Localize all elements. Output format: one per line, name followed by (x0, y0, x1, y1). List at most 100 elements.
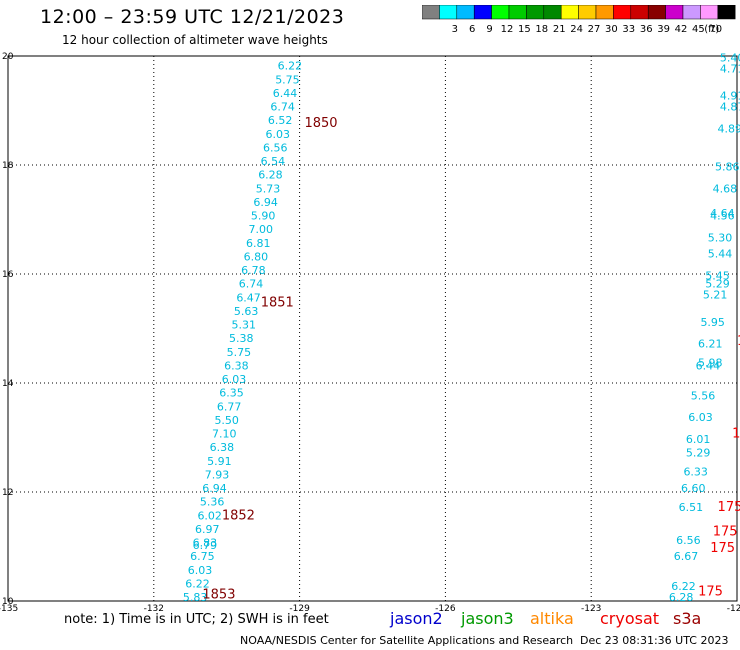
swh-value: 6.44 (273, 87, 298, 100)
swh-value: 5.31 (231, 319, 256, 332)
time-label: 1850 (304, 116, 337, 131)
swh-value: 6.74 (270, 101, 295, 114)
swh-value: 5.73 (256, 182, 281, 195)
swh-value: 5.63 (234, 305, 259, 318)
legend-unit: (ft) (704, 24, 719, 35)
swh-value: 5.75 (275, 73, 300, 86)
lon-tick-label: -129 (289, 604, 310, 614)
swh-value: 6.28 (258, 169, 283, 182)
swh-value: 4.71 (720, 62, 740, 75)
legend-label: 39 (657, 24, 670, 35)
legend-label: 30 (605, 24, 618, 35)
swh-value: 6.78 (241, 264, 266, 277)
swh-value: 6.03 (265, 128, 290, 141)
swh-value: 6.38 (210, 441, 235, 454)
swh-value: 6.28 (669, 591, 694, 604)
swh-value: 7.93 (205, 468, 230, 481)
time-label: 1851 (261, 296, 294, 311)
swh-value: 6.21 (698, 338, 723, 351)
lat-tick-label: 10 (2, 597, 14, 607)
swh-value: 6.79 (193, 539, 218, 552)
cryosat-time-label: 17 (732, 427, 740, 442)
swh-value: 5.30 (708, 231, 733, 244)
swh-value: 5.45 (705, 269, 730, 282)
swh-value: 6.81 (246, 237, 271, 250)
swh-value: 6.22 (278, 60, 303, 73)
legend-label: 18 (535, 24, 548, 35)
legend-label: 6 (469, 24, 475, 35)
lon-tick-label: -135 (0, 604, 18, 614)
cryosat-time-label: 175 (698, 585, 723, 600)
cryosat-time-label: 17 (737, 334, 740, 349)
cryosat-time-label: 175 (710, 541, 735, 556)
swh-value: 7.10 (212, 428, 237, 441)
swh-value: 6.22 (671, 580, 696, 593)
swh-value: 6.03 (188, 564, 213, 577)
swh-value: 4.91 (720, 90, 740, 103)
legend-label: 70 (709, 24, 722, 35)
swh-value: 6.33 (683, 466, 708, 479)
swh-value: 5.90 (251, 210, 276, 223)
map-frame (7, 55, 738, 602)
legend-label: 3 (452, 24, 458, 35)
legend-swatch (717, 5, 736, 20)
swh-value: 6.22 (185, 577, 210, 590)
swh-value: 5.38 (229, 332, 254, 345)
swh-value: 6.94 (202, 482, 227, 495)
lon-tick-label: -126 (435, 604, 456, 614)
swh-value: 6.52 (268, 114, 293, 127)
legend-cryosat: cryosat (600, 609, 660, 628)
legend-jason3: jason3 (461, 609, 514, 628)
lon-tick-label: -132 (144, 604, 164, 614)
swh-value: 5.29 (705, 278, 730, 291)
credits: NOAA/NESDIS Center for Satellite Applica… (240, 634, 574, 647)
swh-value: 6.56 (263, 141, 288, 154)
swh-value: 5.98 (698, 357, 723, 370)
swh-value: 5.50 (214, 414, 239, 427)
swh-value: 5.56 (691, 389, 716, 402)
legend-label: 27 (588, 24, 601, 35)
swh-value: 6.56 (676, 534, 701, 547)
swh-value: 5.21 (703, 289, 728, 302)
swh-value: 6.94 (253, 196, 278, 209)
footer-note: note: 1) Time is in UTC; 2) SWH is in fe… (64, 612, 329, 627)
swh-value: 6.83 (193, 537, 218, 550)
swh-value: 6.38 (224, 359, 249, 372)
swh-value: 6.54 (261, 155, 286, 168)
swh-value: 6.77 (217, 400, 242, 413)
page-title: 12:00 – 23:59 UTC 12/21/2023 (40, 6, 345, 28)
swh-value: 4.56 (710, 210, 735, 223)
lat-tick-label: 12 (2, 488, 13, 498)
legend-label: 33 (622, 24, 635, 35)
cryosat-time-label: 175 (713, 525, 738, 540)
legend-label: 45 (692, 24, 705, 35)
swh-value: 4.64 (710, 207, 735, 220)
legend-label: 21 (553, 24, 566, 35)
swh-value: 6.74 (239, 278, 264, 291)
swh-value: 6.03 (222, 373, 247, 386)
swh-value: 4.89 (717, 122, 740, 135)
swh-value: 5.29 (686, 447, 711, 460)
legend-s3a: s3a (673, 609, 702, 628)
color-legend: 3 6 9 12 15 18 21 24 27 30 33 36 39 42 45 70(ft) (422, 5, 736, 35)
lat-tick-label: 18 (2, 161, 14, 171)
swh-value: 4.87 (720, 101, 740, 114)
swh-value: 6.02 (197, 509, 222, 522)
legend-altika: altika (530, 609, 574, 628)
time-label: 1852 (222, 508, 255, 523)
cryosat-time-label: 175 (718, 500, 740, 515)
legend-label: 9 (486, 24, 492, 35)
page-subtitle: 12 hour collection of altimeter wave hei… (62, 33, 328, 47)
swh-value: 5.83 (183, 591, 208, 604)
lat-tick-label: 20 (2, 52, 14, 62)
swh-value: 6.97 (195, 523, 220, 536)
lat-tick-label: 16 (2, 270, 14, 280)
swh-value: 5.44 (708, 248, 733, 261)
swh-value: 6.47 (236, 291, 261, 304)
legend-label: 42 (675, 24, 688, 35)
swh-value: 6.03 (688, 411, 713, 424)
swh-value: 6.51 (679, 501, 704, 514)
swh-value: 5.95 (700, 316, 725, 329)
lat-tick-label: 14 (2, 379, 14, 389)
